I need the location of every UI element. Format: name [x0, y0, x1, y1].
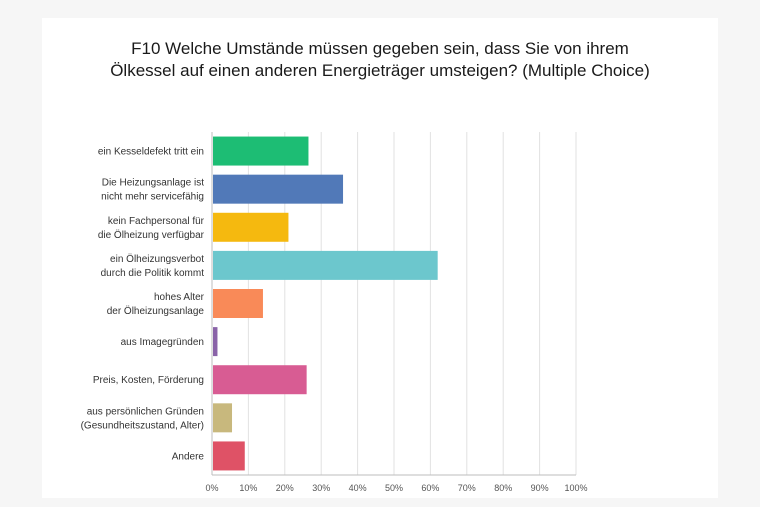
bar: [213, 327, 218, 357]
x-tick-label: 50%: [385, 483, 403, 493]
chart-title: F10 Welche Umstände müssen gegeben sein,…: [42, 38, 718, 82]
bar: [213, 289, 263, 318]
bar: [213, 365, 307, 395]
category-label: aus Imagegründen: [121, 337, 204, 348]
category-label: hohes Alter der Ölheizungsanlage: [107, 292, 205, 317]
x-tick-label: 20%: [276, 483, 294, 493]
bar: [213, 441, 245, 471]
x-tick-label: 40%: [349, 483, 367, 493]
chart-title-line-1: F10 Welche Umstände müssen gegeben sein,…: [131, 39, 629, 58]
x-tick-label: 0%: [205, 483, 218, 493]
category-label: Andere: [172, 451, 205, 462]
x-tick-label: 100%: [564, 483, 587, 493]
x-tick-label: 90%: [531, 483, 549, 493]
bar: [213, 403, 233, 433]
x-tick-label: 80%: [494, 483, 512, 493]
chart-title-line-2: Ölkessel auf einen anderen Energieträger…: [110, 61, 650, 80]
category-label: kein Fachpersonal für die Ölheizung verfü…: [98, 216, 205, 241]
bar: [213, 250, 438, 280]
bar: [213, 136, 309, 166]
category-label: aus persönlichen Gründen (Gesundheitszust…: [81, 406, 204, 431]
bar: [213, 174, 344, 204]
category-label: Die Heizungsanlage ist nicht mehr service…: [101, 178, 204, 203]
x-tick-label: 70%: [458, 483, 476, 493]
bar: [213, 212, 289, 242]
category-label: Preis, Kosten, Förderung: [93, 375, 204, 386]
x-tick-label: 10%: [239, 483, 257, 493]
category-label: ein Kesseldefekt tritt ein: [98, 147, 204, 158]
x-tick-label: 60%: [421, 483, 439, 493]
category-label: ein Ölheizungsverbot durch die Politik ko…: [101, 253, 205, 279]
x-tick-label: 30%: [312, 483, 330, 493]
